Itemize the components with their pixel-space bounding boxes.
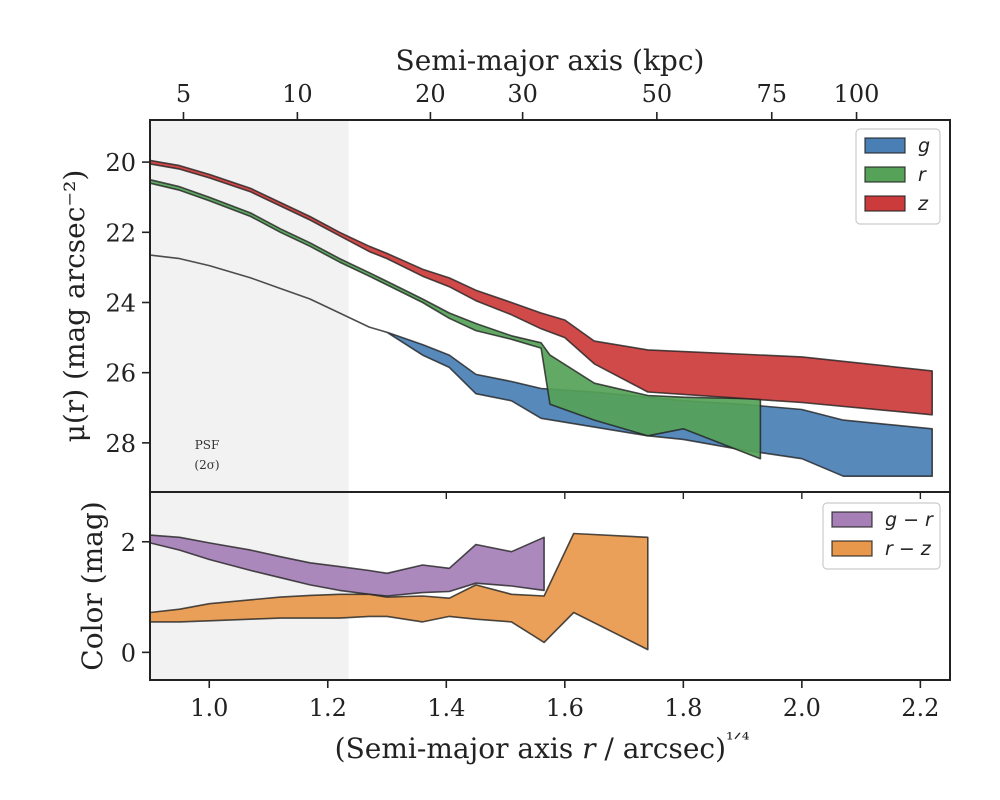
kpc-tick-label-50: 50	[642, 80, 673, 108]
y-tick-label-24: 24	[105, 289, 136, 317]
psf-shaded-region	[150, 120, 349, 492]
x-axis-label: (Semi-major axis r / arcsec)¹ᐟ⁴	[335, 729, 750, 765]
color-legend-swatch-r-z	[831, 540, 873, 557]
color-legend-swatch-g-r	[831, 511, 873, 528]
color-band-g-r	[149, 534, 545, 597]
surface-brightness-legend-label-r: r	[918, 164, 927, 186]
y-tick-label-20: 20	[105, 149, 136, 177]
kpc-tick-label-100: 100	[834, 80, 880, 108]
y-axis-label-surface-brightness: μ(r) (mag arcsec⁻²)	[58, 170, 91, 443]
kpc-tick-label-75: 75	[756, 80, 787, 108]
psf-sigma-label: (2σ)	[194, 458, 219, 472]
top-axis-label: Semi-major axis (kpc)	[396, 44, 705, 77]
x-tick-label-1-0: 1.0	[190, 694, 228, 722]
bottom-panel-frame	[149, 491, 951, 681]
psf-label: PSF	[195, 438, 220, 452]
color-y-tick-label-2: 2	[121, 529, 136, 557]
kpc-tick-label-30: 30	[507, 80, 538, 108]
x-tick-label-1-6: 1.6	[546, 694, 584, 722]
surface-brightness-panel: PSF (2σ) 20 22 24 26 28 5 10 20 30 50 75 100 grz S…	[58, 44, 951, 499]
kpc-tick-label-20: 20	[415, 80, 446, 108]
color-band-r-z	[149, 532, 649, 651]
color-y-tick-label-0: 0	[121, 639, 136, 667]
y-tick-label-26: 26	[105, 360, 136, 388]
surface-brightness-legend-label-z: z	[917, 193, 929, 215]
x-tick-label-1-2: 1.2	[309, 694, 347, 722]
color-legend-label-r-z: r − z	[885, 538, 932, 560]
surface-brightness-legend-swatch-r	[864, 166, 906, 183]
x-tick-label-2-2: 2.2	[901, 694, 939, 722]
x-tick-label-1-8: 1.8	[664, 694, 702, 722]
kpc-tick-label-10: 10	[282, 80, 313, 108]
y-axis-label-color: Color (mag)	[76, 501, 109, 670]
y-tick-label-28: 28	[105, 430, 136, 458]
y-tick-label-22: 22	[105, 219, 136, 247]
kpc-tick-label-5: 5	[176, 80, 191, 108]
surface-brightness-legend-label-g: g	[918, 135, 930, 157]
x-tick-label-1-4: 1.4	[427, 694, 465, 722]
surface-brightness-band-z	[149, 159, 933, 416]
color-legend-label-g-r: g − r	[885, 509, 934, 531]
surface-brightness-band-r	[149, 178, 762, 460]
surface-brightness-legend-swatch-z	[864, 195, 906, 212]
x-tick-label-2-0: 2.0	[783, 694, 821, 722]
surface-brightness-legend-swatch-g	[864, 137, 906, 154]
color-panel: 0 2 1.0 1.2 1.4 1.6 1.8 2.0 2.2 g − r r − z (Sem…	[76, 491, 951, 765]
